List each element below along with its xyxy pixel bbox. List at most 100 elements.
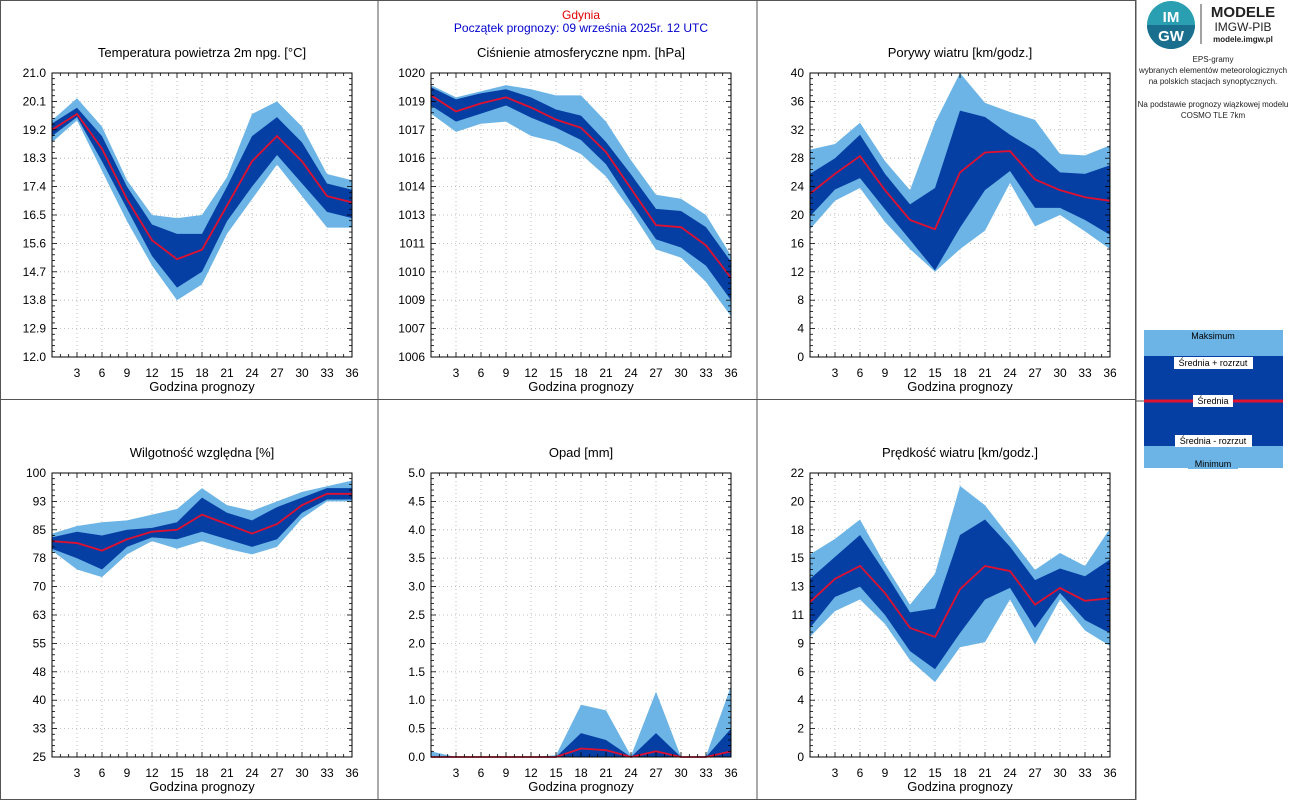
temperature-xtick-label: 21 xyxy=(220,366,234,380)
wind-gusts-ytick-label: 32 xyxy=(791,123,805,137)
wind-gusts-xtick-label: 21 xyxy=(978,366,992,380)
wind-speed-chart: Prędkość wiatru [km/godz.]02469111315182… xyxy=(791,445,1117,794)
wind-speed-xtick-label: 33 xyxy=(1078,766,1092,780)
precipitation-xtick-label: 18 xyxy=(574,766,588,780)
wind-speed-xtick-label: 6 xyxy=(857,766,864,780)
humidity-ytick-label: 40 xyxy=(33,693,47,707)
legend-min-bg xyxy=(1188,458,1238,469)
temperature-ytick-label: 20.1 xyxy=(23,94,47,108)
legend-min: Minimum xyxy=(1195,459,1232,469)
logo-org: IMGW-PIB xyxy=(1214,20,1271,34)
humidity-xtick-label: 18 xyxy=(195,766,209,780)
temperature-xtick-label: 18 xyxy=(195,366,209,380)
wind-gusts-xtick-label: 33 xyxy=(1078,366,1092,380)
wind-gusts-xtick-label: 24 xyxy=(1003,366,1017,380)
wind-gusts-xtick-label: 27 xyxy=(1028,366,1042,380)
wind-gusts-xtick-label: 9 xyxy=(882,366,889,380)
wind-gusts-xtick-label: 15 xyxy=(928,366,942,380)
wind-gusts-xtick-label: 36 xyxy=(1103,366,1117,380)
wind-gusts-ytick-label: 8 xyxy=(797,293,804,307)
precipitation-ytick-label: 1.5 xyxy=(408,665,425,679)
precipitation-xtick-label: 21 xyxy=(599,766,613,780)
humidity-xtick-label: 3 xyxy=(74,766,81,780)
humidity-ytick-label: 85 xyxy=(33,523,47,537)
pressure-xaxis-label: Godzina prognozy xyxy=(528,379,634,394)
wind-gusts-xtick-label: 12 xyxy=(903,366,917,380)
wind-speed-ytick-label: 2 xyxy=(797,722,804,736)
precipitation-xtick-label: 15 xyxy=(549,766,563,780)
temperature-ytick-label: 19.2 xyxy=(23,123,47,137)
pressure-ytick-label: 1011 xyxy=(399,236,425,250)
wind-gusts-xtick-label: 3 xyxy=(832,366,839,380)
pressure-xtick-label: 36 xyxy=(724,366,738,380)
humidity-xtick-label: 9 xyxy=(124,766,131,780)
info-line-6: COSMO TLE 7km xyxy=(1181,111,1246,120)
temperature-chart-title: Temperatura powietrza 2m npg. [°C] xyxy=(98,45,306,60)
wind-speed-ytick-label: 0 xyxy=(797,750,804,764)
wind-gusts-chart-title: Porywy wiatru [km/godz.] xyxy=(888,45,1033,60)
wind-gusts-mean-line xyxy=(809,150,1111,231)
pressure-mean-line xyxy=(430,94,732,279)
wind-speed-xtick-label: 9 xyxy=(882,766,889,780)
pressure-ytick-label: 1019 xyxy=(398,94,425,108)
precipitation-ytick-label: 4.5 xyxy=(408,494,425,508)
wind-speed-ytick-label: 18 xyxy=(791,523,805,537)
wind-gusts-xtick-label: 18 xyxy=(953,366,967,380)
humidity-ytick-label: 93 xyxy=(33,494,47,508)
temperature-xtick-label: 12 xyxy=(145,366,159,380)
precipitation-ytick-label: 3.0 xyxy=(408,580,425,594)
pressure-band-spread xyxy=(431,87,731,301)
precipitation-xtick-label: 3 xyxy=(453,766,460,780)
plots: Temperatura powietrza 2m npg. [°C] 12.0 12… xyxy=(23,45,1117,794)
pressure-xtick-label: 12 xyxy=(524,366,538,380)
precipitation-ytick-label: 1.0 xyxy=(408,693,425,707)
logo-mark-lower xyxy=(1147,25,1195,49)
forecast-start: Początek prognozy: 09 września 2025r. 12… xyxy=(454,21,708,35)
wind-speed-chart-title: Prędkość wiatru [km/godz.] xyxy=(882,445,1038,460)
humidity-xaxis-label: Godzina prognozy xyxy=(149,779,255,794)
humidity-ytick-label: 25 xyxy=(33,750,47,764)
wind-speed-band-spread xyxy=(810,519,1110,670)
temperature-ytick-label: 14.7 xyxy=(23,265,47,279)
humidity-xtick-label: 12 xyxy=(145,766,159,780)
wind-gusts-xtick-label: 6 xyxy=(857,366,864,380)
precipitation-ytick-label: 3.5 xyxy=(408,551,425,565)
info-line-2: wybranych elementów meteorologicznych xyxy=(1138,66,1287,75)
humidity-ytick-label: 55 xyxy=(33,636,47,650)
temperature-chart: Temperatura powietrza 2m npg. [°C] 12.0 12… xyxy=(23,45,359,394)
wind-speed-xtick-label: 21 xyxy=(978,766,992,780)
humidity-ytick-label: 70 xyxy=(33,580,47,594)
wind-speed-ytick-label: 9 xyxy=(797,636,804,650)
temperature-xtick-label: 6 xyxy=(99,366,106,380)
wind-speed-xtick-label: 36 xyxy=(1103,766,1117,780)
wind-speed-ytick-label: 4 xyxy=(797,693,804,707)
wind-gusts-ytick-label: 0 xyxy=(797,350,804,364)
logo-mark-top: IM xyxy=(1163,9,1180,26)
info-line-3: na polskich stacjach synoptycznych. xyxy=(1149,77,1278,86)
wind-gusts-ytick-label: 24 xyxy=(791,180,805,194)
legend-max: Maksimum xyxy=(1191,331,1235,341)
humidity-mean-line xyxy=(51,492,352,552)
wind-gusts-xtick-label: 30 xyxy=(1053,366,1067,380)
humidity-xtick-label: 24 xyxy=(245,766,259,780)
wind-gusts-band-spread xyxy=(810,110,1110,271)
precipitation-band-spread xyxy=(431,728,731,757)
precipitation-xtick-label: 27 xyxy=(649,766,663,780)
pressure-ytick-label: 1017 xyxy=(398,123,425,137)
pressure-ytick-label: 1020 xyxy=(398,66,425,80)
wind-speed-xtick-label: 27 xyxy=(1028,766,1042,780)
humidity-xtick-label: 33 xyxy=(320,766,334,780)
wind-gusts-ytick-label: 40 xyxy=(791,66,805,80)
precipitation-ytick-label: 5.0 xyxy=(408,466,425,480)
precipitation-xtick-label: 9 xyxy=(503,766,510,780)
info-line-1: EPS-gramy xyxy=(1193,55,1234,64)
legend-mean-bg xyxy=(1193,395,1233,407)
wind-speed-xtick-label: 12 xyxy=(903,766,917,780)
wind-speed-xtick-label: 18 xyxy=(953,766,967,780)
pressure-ytick-label: 1009 xyxy=(398,293,425,307)
pressure-xtick-label: 30 xyxy=(674,366,688,380)
pressure-xtick-label: 24 xyxy=(624,366,638,380)
temperature-ytick-label: 16.5 xyxy=(23,208,47,222)
wind-gusts-ytick-label: 20 xyxy=(791,208,805,222)
